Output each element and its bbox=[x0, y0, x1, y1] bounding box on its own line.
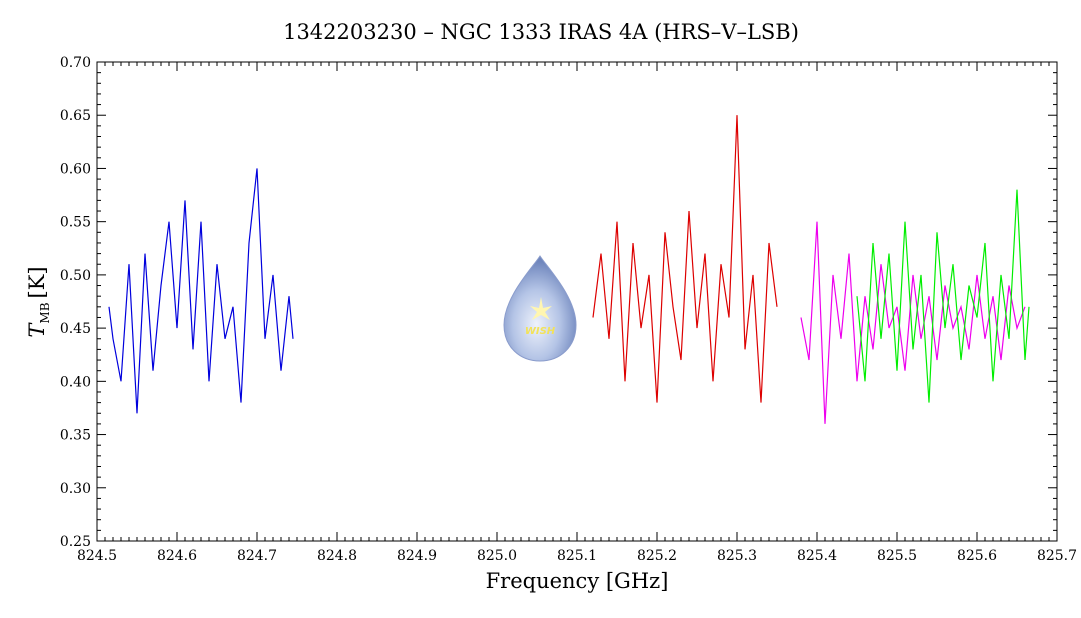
x-tick-label: 824.5 bbox=[77, 548, 117, 564]
logo-text: WISH bbox=[525, 326, 556, 337]
y-tick-label: 0.55 bbox=[60, 215, 91, 231]
axes-frame bbox=[96, 61, 1058, 542]
y-axis-label-sub: MB bbox=[38, 302, 52, 323]
y-tick-label: 0.45 bbox=[60, 321, 91, 337]
x-tick-label: 824.7 bbox=[237, 548, 277, 564]
x-tick-label: 825.4 bbox=[797, 548, 837, 564]
series-4-line bbox=[856, 189, 1030, 403]
x-tick-label: 824.9 bbox=[397, 548, 437, 564]
y-tick-label: 0.30 bbox=[60, 481, 91, 497]
chart-title: 1342203230 – NGC 1333 IRAS 4A (HRS–V–LSB… bbox=[283, 20, 799, 44]
y-axis-label-main: T bbox=[25, 322, 49, 338]
y-axis: 0.25 0.30 0.35 0.40 0.45 0.50 0.55 0.60 0.65 0.70 bbox=[60, 55, 1057, 550]
y-tick-label: 0.70 bbox=[60, 55, 91, 71]
series-3-line bbox=[800, 221, 1026, 424]
series-1-line bbox=[108, 168, 294, 414]
y-tick-label: 0.60 bbox=[60, 161, 91, 177]
x-axis-label: Frequency [GHz] bbox=[486, 569, 669, 593]
x-axis: 824.5 824.6 824.7 824.8 824.9 825.0 825.1 825.2… bbox=[77, 62, 1077, 564]
plot-area bbox=[108, 115, 1030, 424]
series-2-line bbox=[592, 115, 778, 403]
x-tick-label: 825.6 bbox=[957, 548, 997, 564]
x-tick-label: 825.7 bbox=[1037, 548, 1077, 564]
y-axis-label: TMB [K] bbox=[25, 266, 52, 337]
wish-logo: WISH bbox=[503, 255, 577, 362]
x-tick-label: 825.0 bbox=[477, 548, 517, 564]
y-tick-label: 0.65 bbox=[60, 108, 91, 124]
y-axis-label-unit: [K] bbox=[25, 266, 49, 298]
x-tick-label: 825.1 bbox=[557, 548, 597, 564]
y-tick-label: 0.50 bbox=[60, 268, 91, 284]
plot-frame bbox=[96, 61, 1058, 542]
y-tick-label: 0.40 bbox=[60, 374, 91, 390]
y-tick-label: 0.35 bbox=[60, 428, 91, 444]
x-tick-label: 825.5 bbox=[877, 548, 917, 564]
x-tick-label: 825.3 bbox=[717, 548, 757, 564]
x-tick-label: 824.8 bbox=[317, 548, 357, 564]
star-icon bbox=[530, 297, 552, 320]
x-tick-label: 824.6 bbox=[157, 548, 197, 564]
y-tick-label: 0.25 bbox=[60, 534, 91, 550]
x-tick-label: 825.2 bbox=[637, 548, 677, 564]
